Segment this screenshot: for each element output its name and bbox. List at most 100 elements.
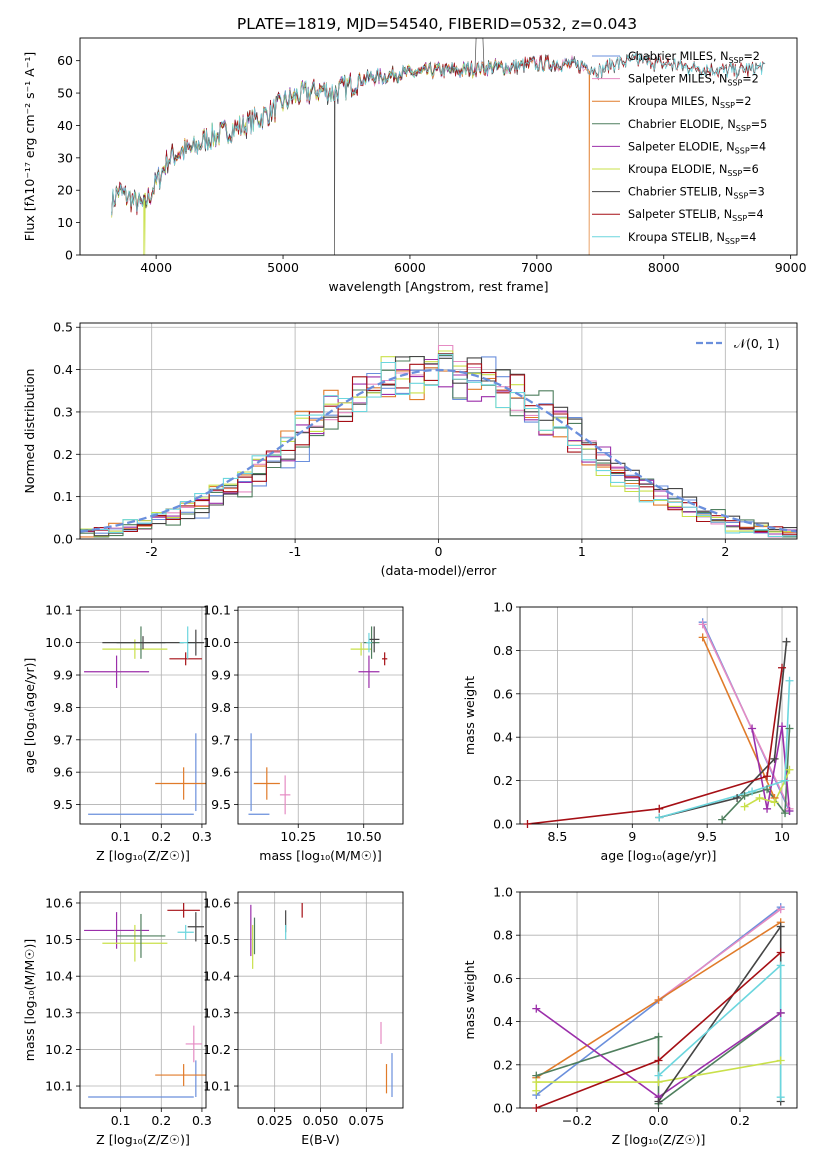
x-tick-label: 4000 bbox=[140, 260, 172, 275]
y-axis-label: Flux [fλ10⁻¹⁷ erg cm⁻² s⁻¹ A⁻¹] bbox=[22, 52, 37, 241]
weight-marker bbox=[733, 793, 742, 802]
weight-marker bbox=[655, 804, 664, 813]
y-tick-label: 10.6 bbox=[45, 895, 73, 910]
weight-marker bbox=[654, 1097, 663, 1106]
legend-entry: Salpeter MILES, NSSP=2 bbox=[628, 73, 759, 88]
legend-entry: 𝒩(0, 1) bbox=[734, 336, 780, 351]
x-tick-label: 9.5 bbox=[697, 829, 717, 844]
plot-area bbox=[248, 626, 388, 815]
weight-line bbox=[527, 667, 783, 824]
y-tick-label: 9.5 bbox=[53, 797, 73, 812]
legend-name: Kroupa ELODIE, N bbox=[628, 163, 727, 176]
legend-sub: SSP bbox=[733, 192, 748, 201]
panel-weight-age: 8.5 9 9.5 10 0.0 0.2 0.4 0.6 0.8 1.0 age [log₁₀(ag… bbox=[462, 600, 798, 863]
x-tick-label: 0.0 bbox=[649, 1113, 669, 1128]
y-tick-label: 10.3 bbox=[203, 1005, 231, 1020]
legend-entry: Chabrier STELIB, NSSP=3 bbox=[628, 186, 765, 201]
legend-entry: Kroupa ELODIE, NSSP=6 bbox=[628, 163, 759, 178]
x-axis-label: Z [log₁₀(Z/Z☉)] bbox=[96, 1132, 190, 1147]
panel-weight-Z: −0.2 0.0 0.2 0.0 0.2 0.4 0.6 0.8 1.0 Z [log₁₀(Z/Z… bbox=[462, 885, 798, 1147]
y-axis-label: mass weight bbox=[462, 676, 477, 755]
panel-spectrum: 4000 5000 6000 7000 8000 9000 0 10 20 30 40 50 60 wav… bbox=[22, 37, 807, 294]
weight-marker bbox=[778, 663, 787, 672]
y-tick-label: 10.0 bbox=[45, 635, 73, 650]
weight-marker bbox=[654, 1071, 663, 1080]
weight-marker bbox=[748, 724, 757, 733]
weight-marker bbox=[532, 1104, 541, 1112]
grid-lines bbox=[238, 607, 403, 824]
y-tick-label: 0.0 bbox=[493, 1101, 513, 1116]
x-tick-label: 0.2 bbox=[151, 1113, 171, 1128]
weight-marker bbox=[781, 809, 790, 818]
weight-marker bbox=[778, 722, 787, 731]
legend-name: Salpeter STELIB, N bbox=[628, 208, 732, 221]
y-tick-label: 0.2 bbox=[493, 773, 513, 788]
x-axis-label: age [log₁₀(age/yr)] bbox=[601, 848, 717, 863]
legend-n: =3 bbox=[748, 186, 765, 199]
x-tick-label: 0 bbox=[435, 544, 443, 559]
y-tick-label: 60 bbox=[57, 53, 73, 68]
x-tick-label: 0.025 bbox=[257, 1113, 293, 1128]
weight-line bbox=[535, 1059, 781, 1091]
legend-entry: Kroupa STELIB, NSSP=4 bbox=[628, 231, 756, 246]
y-axis-label: Normed distribution bbox=[22, 369, 37, 494]
x-tick-label: 5000 bbox=[267, 260, 299, 275]
weight-marker bbox=[655, 813, 664, 822]
weight-marker bbox=[523, 820, 532, 828]
x-axis-label: mass [log₁₀(M/M☉)] bbox=[259, 848, 381, 863]
x-tick-label: 10.50 bbox=[346, 829, 382, 844]
grid-lines bbox=[80, 892, 206, 1108]
y-tick-label: 20 bbox=[57, 183, 73, 198]
x-tick-label: 1 bbox=[578, 544, 586, 559]
y-axis-label: mass weight bbox=[462, 960, 477, 1039]
legend-name: Kroupa STELIB, N bbox=[628, 231, 725, 244]
y-tick-label: 0.4 bbox=[493, 730, 513, 745]
legend-entry: Kroupa MILES, NSSP=2 bbox=[628, 95, 751, 110]
weight-marker bbox=[755, 793, 764, 802]
weight-marker bbox=[763, 785, 772, 794]
legend-sub: SSP bbox=[732, 214, 747, 223]
legend-sub: SSP bbox=[725, 237, 740, 246]
y-tick-label: 1.0 bbox=[493, 600, 513, 615]
weight-marker bbox=[654, 1056, 663, 1065]
weight-marker bbox=[532, 1086, 541, 1095]
plot-area bbox=[111, 38, 766, 255]
legend-name: Salpeter MILES, N bbox=[628, 73, 727, 86]
legend-n: =4 bbox=[747, 208, 764, 221]
legend-sub: SSP bbox=[736, 124, 751, 133]
legend-name: Chabrier ELODIE, N bbox=[628, 118, 736, 131]
legend-entry: Chabrier MILES, NSSP=2 bbox=[628, 50, 760, 65]
y-tick-label: 10.0 bbox=[203, 635, 231, 650]
y-tick-label: 0.0 bbox=[493, 817, 513, 832]
weight-marker bbox=[785, 676, 794, 685]
weight-marker bbox=[770, 798, 779, 807]
weight-marker bbox=[740, 791, 749, 800]
weight-marker bbox=[748, 787, 757, 796]
axes-frame bbox=[79, 606, 207, 825]
x-tick-label: 0.1 bbox=[111, 1113, 131, 1128]
weight-marker bbox=[776, 1093, 785, 1102]
y-tick-label: 10.4 bbox=[203, 969, 231, 984]
y-tick-label: 10.3 bbox=[45, 1005, 73, 1020]
y-tick-label: 9.6 bbox=[211, 765, 231, 780]
y-tick-label: 1.0 bbox=[493, 885, 513, 900]
weight-marker bbox=[532, 1004, 541, 1013]
y-tick-label: 0.8 bbox=[493, 928, 513, 943]
spectrum-line bbox=[111, 51, 766, 216]
legend-n: =6 bbox=[742, 163, 759, 176]
weight-marker bbox=[776, 905, 785, 914]
legend-n: =2 bbox=[742, 73, 759, 86]
y-tick-label: 10.5 bbox=[45, 932, 73, 947]
y-tick-label: 10.5 bbox=[203, 932, 231, 947]
y-tick-label: 9.9 bbox=[53, 668, 73, 683]
x-tick-label: 0.1 bbox=[111, 829, 131, 844]
legend-sub: SSP bbox=[735, 146, 750, 155]
weight-line bbox=[658, 680, 791, 819]
x-tick-label: 9000 bbox=[775, 260, 807, 275]
y-tick-label: 9.9 bbox=[211, 668, 231, 683]
legend-sub: SSP bbox=[727, 169, 742, 178]
x-tick-label: 8000 bbox=[648, 260, 680, 275]
legend-name: Chabrier MILES, N bbox=[628, 50, 728, 63]
legend-n: =2 bbox=[735, 95, 752, 108]
